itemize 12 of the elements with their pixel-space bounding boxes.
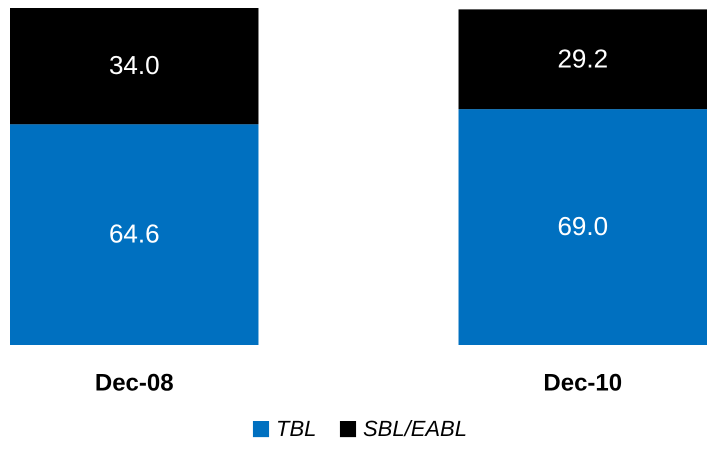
data-label: 69.0 [557, 211, 608, 242]
data-label: 29.2 [557, 43, 608, 74]
bar [10, 8, 258, 124]
legend-label: SBL/EABL [363, 416, 467, 441]
x-tick-label: Dec-08 [94, 370, 174, 396]
data-label: 34.0 [108, 50, 160, 80]
bar [10, 124, 258, 345]
bar [458, 9, 707, 110]
data-label: 64.6 [108, 218, 160, 249]
bar [458, 109, 707, 345]
legend-label: TBL [276, 416, 316, 441]
x-tick-label: Dec-10 [543, 370, 622, 396]
